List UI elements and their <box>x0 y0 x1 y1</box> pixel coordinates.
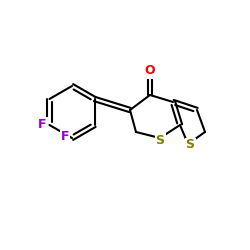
Text: S: S <box>186 138 194 151</box>
Text: F: F <box>61 130 69 143</box>
Text: S: S <box>156 134 164 146</box>
Text: O: O <box>145 64 155 78</box>
Text: F: F <box>38 118 47 130</box>
